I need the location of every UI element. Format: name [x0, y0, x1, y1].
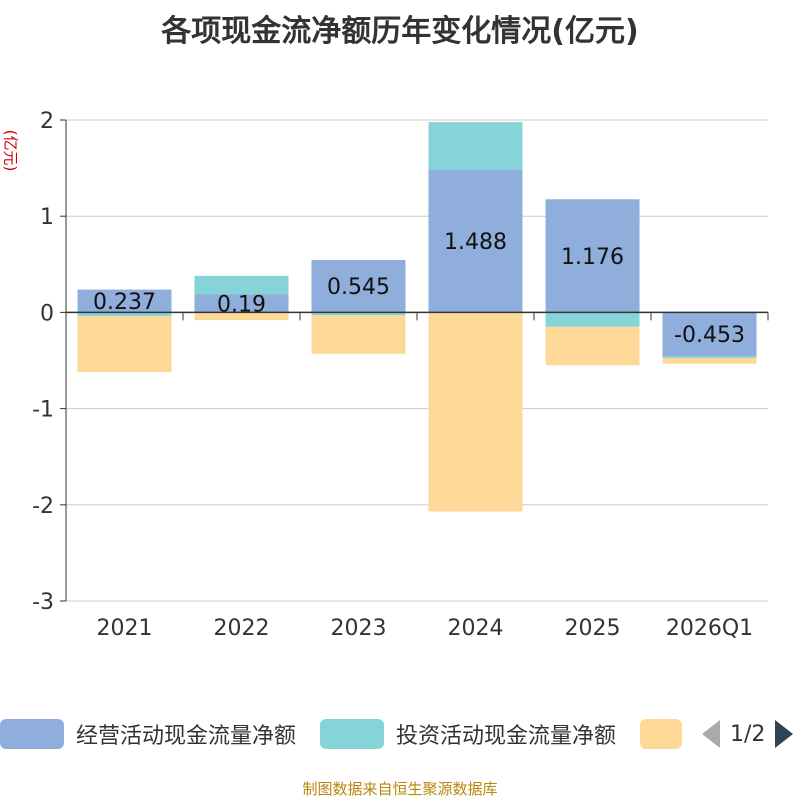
data-label: 0.237 — [93, 290, 156, 315]
bar-series1-2022 — [194, 275, 289, 295]
bar-series2-2021 — [77, 316, 172, 373]
x-tick-label: 2025 — [565, 616, 621, 641]
bar-series0-2024 — [428, 169, 523, 313]
legend-next-icon[interactable] — [775, 720, 794, 748]
legend-swatch-investing — [320, 719, 384, 749]
data-source-footer: 制图数据来自恒生聚源数据库 — [302, 780, 498, 798]
legend-item-operating[interactable]: 经营活动现金流量净额 — [0, 716, 296, 752]
y-tick-label: -2 — [32, 494, 54, 519]
data-label: 0.545 — [327, 275, 390, 300]
y-tick-label: -1 — [32, 398, 54, 423]
data-label: 0.19 — [217, 292, 266, 317]
x-tick-label: 2022 — [214, 616, 270, 641]
bar-series1-2026Q1 — [662, 355, 757, 358]
data-label: -0.453 — [674, 323, 745, 348]
bar-series1-2024 — [428, 122, 523, 170]
legend-label-investing: 投资活动现金流量净额 — [396, 724, 617, 749]
bar-series0-2021 — [77, 289, 172, 313]
bar-series2-2025 — [545, 326, 640, 366]
bar-series2-2023 — [311, 315, 406, 354]
bar-series0-2022 — [194, 294, 289, 313]
bar-series1-2021 — [77, 312, 172, 317]
legend-item-financing[interactable] — [640, 716, 694, 752]
bar-series1-2023 — [311, 312, 406, 316]
data-label: 1.176 — [561, 245, 624, 270]
legend-item-investing[interactable]: 投资活动现金流量净额 — [320, 716, 616, 752]
bar-series0-2026Q1 — [662, 312, 757, 356]
legend-swatch-operating — [0, 719, 64, 749]
legend-swatch-financing — [640, 719, 682, 749]
bar-series0-2025 — [545, 199, 640, 313]
y-tick-label: 0 — [40, 301, 54, 326]
legend-label-operating: 经营活动现金流量净额 — [76, 724, 297, 749]
bar-series1-2025 — [545, 312, 640, 327]
bar-series2-2026Q1 — [662, 357, 757, 364]
legend: 经营活动现金流量净额 投资活动现金流量净额 1/2 — [0, 716, 800, 752]
chart-title: 各项现金流净额历年变化情况(亿元) — [161, 14, 639, 49]
y-tick-label: 2 — [40, 109, 54, 134]
x-tick-label: 2024 — [448, 616, 504, 641]
legend-pager: 1/2 — [702, 716, 794, 752]
x-tick-label: 2023 — [331, 616, 387, 641]
data-label: 1.488 — [444, 230, 507, 255]
chart-canvas: 2 1 0 -1 -2 -3 2021 2022 2023 2024 2025 2026Q1 0.237… — [32, 109, 769, 641]
legend-prev-icon[interactable] — [702, 720, 720, 748]
legend-page-indicator: 1/2 — [730, 721, 766, 747]
bar-series0-2023 — [311, 259, 406, 313]
y-tick-label: -3 — [32, 590, 54, 615]
x-tick-label: 2026Q1 — [666, 616, 753, 641]
bar-series2-2024 — [428, 312, 523, 512]
y-tick-label: 1 — [40, 205, 54, 230]
x-tick-label: 2021 — [97, 616, 153, 641]
bar-series2-2022 — [194, 312, 289, 321]
